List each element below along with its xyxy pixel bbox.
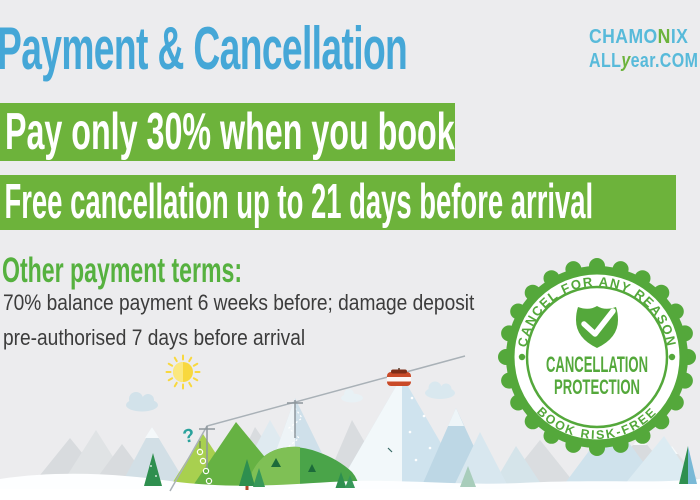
payment-terms-heading: Other payment terms: [2,251,243,290]
cloud-icon [341,389,363,403]
logo-text-accent: N [657,26,671,48]
protection-badge: CANCEL FOR ANY REASON BOOK RISK-FREE CAN… [498,258,696,456]
logo-text-accent: y [621,49,631,72]
page-title: Payment & Cancellation [0,15,408,82]
payment-terms-line: 70% balance payment 6 weeks before; dama… [3,290,475,315]
shield-check-icon [576,306,618,348]
sun-icon [165,354,201,390]
logo-text: IX [670,26,689,48]
payment-terms-line: pre-authorised 7 days before arrival [3,325,306,350]
banner-text: Pay only 30% when you book [4,103,455,161]
logo-text: CHAMO [589,26,658,48]
brand-logo-line1: CHAMONIX [589,26,689,50]
brand-logo-line2: ALLyear.COM [589,49,698,74]
logo-text: ALL [589,49,622,72]
gondola-cabin [387,368,411,386]
green-mountains [168,422,360,490]
badge-center-line-1: CANCELLATION [546,352,648,377]
brand-logo: CHAMONIX ALLyear.COM [589,26,699,73]
pine-trees [144,446,697,490]
ski-lift-cable [169,355,466,492]
question-mark: ? [181,425,196,448]
badge-center-line-2: PROTECTION [554,376,640,399]
cloud-icon [126,392,158,412]
badge-inner-ring [525,285,669,429]
logo-text: ear.COM [630,49,699,72]
banner-pay-only-30: Pay only 30% when you book [0,103,455,161]
banner-free-cancellation: Free cancellation up to 21 days before a… [0,175,676,230]
banner-text: Free cancellation up to 21 days before a… [4,175,594,229]
cloud-icon [425,381,455,399]
